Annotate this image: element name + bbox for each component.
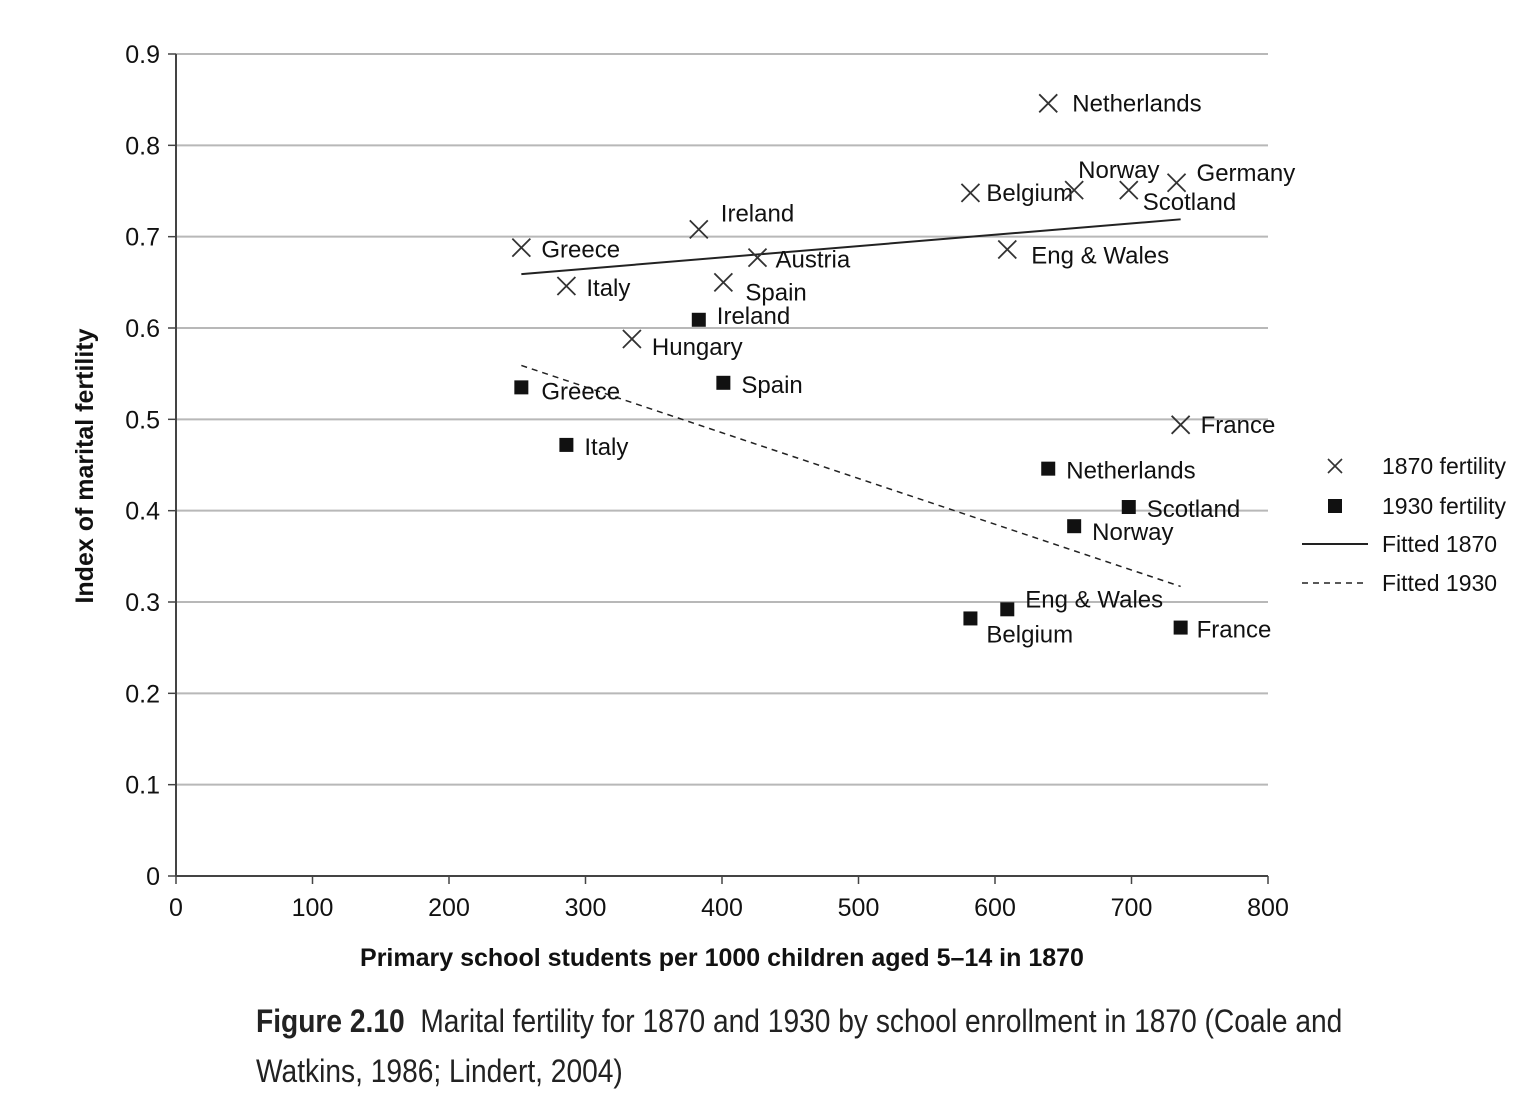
point-label-1870-greece: Greece bbox=[541, 237, 620, 264]
y-tick-label-1: 0.1 bbox=[125, 772, 160, 800]
fitted-lines bbox=[521, 218, 1181, 588]
y-tick-label-0: 0 bbox=[146, 863, 160, 891]
point-1930-greece bbox=[514, 380, 529, 395]
x-tick-label-2: 200 bbox=[428, 894, 470, 922]
legend-label-fitted-1930: Fitted 1930 bbox=[1382, 570, 1497, 596]
caption-figure-number: Figure 2.10 bbox=[256, 1003, 405, 1039]
point-1870-norway bbox=[1064, 180, 1084, 200]
y-axis-title: Index of marital fertility bbox=[71, 328, 99, 603]
point-1870-scotland bbox=[1119, 180, 1139, 200]
point-label-1870-eng-wales: Eng & Wales bbox=[1031, 242, 1169, 269]
point-1930-norway bbox=[1067, 519, 1082, 534]
x-tick-label-6: 600 bbox=[974, 894, 1016, 922]
point-1870-spain bbox=[713, 272, 734, 292]
point-label-1870-ireland: Ireland bbox=[721, 200, 794, 227]
point-1870-netherlands bbox=[1038, 93, 1058, 113]
point-1930-netherlands bbox=[1041, 461, 1056, 476]
y-tick-label-4: 0.4 bbox=[125, 498, 160, 526]
gridlines bbox=[176, 53, 1268, 786]
legend-marker-1870 bbox=[1327, 458, 1343, 474]
point-1870-eng-wales bbox=[997, 239, 1017, 260]
x-tick-label-3: 300 bbox=[565, 894, 607, 922]
point-1870-france bbox=[1171, 415, 1191, 435]
point-label-1870-spain: Spain bbox=[745, 279, 806, 306]
fitted-line-1870 bbox=[521, 218, 1181, 276]
legend-label-1870: 1870 fertility bbox=[1382, 453, 1507, 479]
axes bbox=[168, 53, 1269, 884]
point-1870-ireland bbox=[689, 219, 709, 239]
x-tick-label-7: 700 bbox=[1111, 894, 1153, 922]
x-tick-label-0: 0 bbox=[169, 894, 183, 922]
point-1870-hungary bbox=[622, 329, 642, 349]
point-1930-france bbox=[1173, 620, 1188, 635]
x-tick-label-1: 100 bbox=[292, 894, 334, 922]
point-label-1870-norway: Norway bbox=[1078, 157, 1159, 184]
legend: 1870 fertility 1930 fertility Fitted 1870 F… bbox=[1302, 453, 1507, 596]
point-label-1930-spain: Spain bbox=[741, 372, 802, 399]
point-label-1870-hungary: Hungary bbox=[652, 334, 743, 361]
point-label-1930-italy: Italy bbox=[584, 434, 628, 461]
series-1870: GreeceItalyHungaryIrelandSpainAustriaBel… bbox=[511, 90, 1296, 439]
series-1930: Greece Italy Ireland Spain Belgium Eng & Wale… bbox=[514, 303, 1272, 648]
y-tick-label-5: 0.5 bbox=[125, 406, 160, 434]
point-label-1870-france: France bbox=[1201, 412, 1276, 439]
point-1930-belgium bbox=[963, 611, 978, 626]
x-axis-title: Primary school students per 1000 childre… bbox=[360, 944, 1084, 972]
y-tick-label-3: 0.3 bbox=[125, 589, 160, 617]
y-tick-label-6: 0.6 bbox=[125, 315, 160, 343]
caption-text: Marital fertility for 1870 and 1930 by s… bbox=[256, 1003, 1343, 1089]
point-label-1930-norway: Norway bbox=[1092, 519, 1173, 546]
point-1870-italy bbox=[556, 276, 577, 296]
point-label-1870-germany: Germany bbox=[1197, 160, 1296, 187]
point-label-1870-netherlands: Netherlands bbox=[1072, 90, 1201, 117]
point-1870-greece bbox=[511, 237, 531, 258]
y-tick-label-2: 0.2 bbox=[125, 680, 160, 708]
fitted-line-1930 bbox=[521, 364, 1181, 588]
scatter-chart: 0 0.1 0.2 0.3 0.4 0.5 0.6 0.7 0.8 0.9 0 100 200 300 4… bbox=[71, 41, 1507, 972]
point-label-1930-netherlands: Netherlands bbox=[1066, 458, 1195, 485]
point-label-1930-greece: Greece bbox=[541, 378, 620, 405]
point-label-1930-belgium: Belgium bbox=[986, 621, 1073, 648]
y-tick-label-9: 0.9 bbox=[125, 41, 160, 69]
point-label-1930-france: France bbox=[1197, 617, 1272, 644]
point-label-1870-italy: Italy bbox=[586, 275, 630, 302]
y-tick-label-8: 0.8 bbox=[125, 132, 160, 160]
x-tick-label-4: 400 bbox=[701, 894, 743, 922]
x-tick-label-5: 500 bbox=[838, 894, 880, 922]
data-points: GreeceItalyHungaryIrelandSpainAustriaBel… bbox=[511, 90, 1296, 648]
point-label-1930-ireland: Ireland bbox=[717, 303, 790, 330]
y-tick-label-7: 0.7 bbox=[125, 224, 160, 252]
legend-marker-1930 bbox=[1328, 499, 1342, 513]
point-label-1870-scotland: Scotland bbox=[1143, 189, 1236, 216]
point-label-1870-belgium: Belgium bbox=[986, 180, 1073, 207]
point-1870-belgium bbox=[960, 183, 981, 203]
point-1930-ireland bbox=[691, 312, 706, 327]
y-tick-labels: 0 0.1 0.2 0.3 0.4 0.5 0.6 0.7 0.8 0.9 bbox=[125, 41, 160, 891]
x-tick-label-8: 800 bbox=[1247, 894, 1289, 922]
point-1930-spain bbox=[716, 375, 731, 390]
x-tick-labels: 0 100 200 300 400 500 600 700 800 bbox=[169, 894, 1289, 922]
legend-label-fitted-1870: Fitted 1870 bbox=[1382, 531, 1497, 557]
point-1930-eng-wales bbox=[1000, 602, 1015, 617]
figure-caption: Figure 2.10 Marital fertility for 1870 a… bbox=[256, 996, 1365, 1096]
point-1870-austria bbox=[747, 248, 768, 268]
point-label-1930-eng-wales: Eng & Wales bbox=[1025, 586, 1163, 613]
point-1930-scotland bbox=[1121, 500, 1136, 515]
point-1870-germany bbox=[1166, 173, 1187, 193]
point-1930-italy bbox=[559, 437, 574, 452]
point-label-1870-austria: Austria bbox=[775, 247, 850, 274]
legend-label-1930: 1930 fertility bbox=[1382, 493, 1507, 519]
point-label-1930-scotland: Scotland bbox=[1147, 496, 1240, 523]
